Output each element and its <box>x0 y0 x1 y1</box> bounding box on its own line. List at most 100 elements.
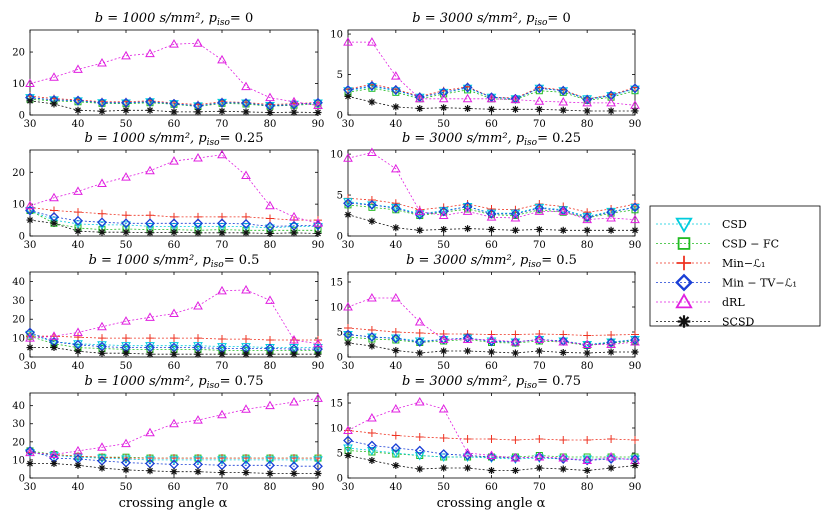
x-tick-label: 80 <box>581 482 594 493</box>
data-point-csd <box>121 99 131 109</box>
series-line <box>347 297 636 345</box>
data-point-scsd <box>583 226 591 234</box>
data-point-scsd <box>218 229 226 237</box>
data-point-min-tv-l1 <box>630 335 640 345</box>
legend-marker <box>677 237 691 250</box>
panel-7: 30 40 50 60 70 80 90 0 10 20 30 40 b = 1000 s/mm², p… <box>12 374 324 493</box>
series-line <box>347 334 636 346</box>
data-point-min-tv-l1 <box>414 445 425 456</box>
panel-title-sub: iso <box>524 381 537 391</box>
data-point-min-l1 <box>146 211 154 220</box>
series-line <box>29 332 318 350</box>
data-point-scsd <box>583 349 591 357</box>
data-point-drl <box>534 206 545 215</box>
data-point-scsd <box>392 103 400 111</box>
data-point-drl <box>390 292 401 302</box>
data-point-scsd <box>314 469 322 477</box>
x-tick-label: 50 <box>120 240 133 251</box>
data-point-scsd <box>511 226 519 234</box>
y-tick-label: 20 <box>12 48 25 59</box>
y-tick-label: 20 <box>12 315 25 326</box>
y-tick-label: 10 <box>330 303 343 314</box>
data-point-drl <box>145 312 155 321</box>
data-point-drl <box>97 442 107 451</box>
data-point-drl <box>486 93 497 103</box>
data-point-min-tv-l1 <box>217 218 227 229</box>
data-point-drl <box>217 285 227 295</box>
x-tick-label: 40 <box>389 361 402 372</box>
y-tick-label: 10 <box>330 150 343 161</box>
data-point-scsd <box>392 462 400 469</box>
x-tick-label: 30 <box>24 119 37 130</box>
data-point-scsd <box>631 462 639 469</box>
data-point-scsd <box>98 464 106 472</box>
data-point-scsd <box>146 229 154 237</box>
data-point-min-tv-l1 <box>390 84 401 95</box>
series-line <box>347 152 636 221</box>
series-scsd <box>344 211 639 234</box>
x-tick-label: 90 <box>312 361 325 372</box>
data-point-min-l1 <box>290 454 298 463</box>
data-point-csd <box>630 203 640 213</box>
data-point-drl <box>313 393 323 402</box>
data-point-drl <box>25 78 35 88</box>
series-drl <box>343 292 640 348</box>
legend-label: Min−ℒ₁ <box>722 257 765 270</box>
x-tick-label: 70 <box>533 482 546 493</box>
y-tick-label: 0 <box>337 232 343 243</box>
data-point-scsd <box>344 339 352 347</box>
data-point-scsd <box>26 344 34 352</box>
x-tick-label: 40 <box>72 240 85 251</box>
x-tick-label: 50 <box>437 119 450 130</box>
data-point-scsd <box>344 92 352 100</box>
data-point-drl <box>582 339 593 348</box>
panel-title: b = 1000 s/mm², piso= 0 <box>95 11 253 28</box>
data-point-scsd <box>535 105 543 113</box>
data-point-min-l1 <box>415 433 424 441</box>
data-point-drl <box>558 97 569 106</box>
data-point-drl <box>313 100 323 110</box>
data-point-drl <box>606 339 616 348</box>
data-point-min-tv-l1 <box>510 337 521 347</box>
data-point-drl <box>49 449 59 458</box>
data-point-min-tv-l1 <box>558 85 569 96</box>
panel-title-p: p <box>516 131 525 146</box>
panel-title-main: b = 1000 s/mm², <box>89 253 203 268</box>
data-point-csd <box>289 456 299 465</box>
data-point-drl <box>606 212 616 222</box>
data-point-scsd <box>511 467 519 474</box>
series-scsd <box>344 452 639 474</box>
data-point-drl <box>438 210 449 220</box>
data-point-drl <box>265 295 275 304</box>
data-point-drl <box>462 93 473 103</box>
x-tick-label: 30 <box>24 482 37 493</box>
data-point-drl <box>390 71 401 80</box>
legend-marker <box>676 255 692 271</box>
panel-title-p: p <box>202 253 211 268</box>
series-min-tv-l1 <box>343 198 640 223</box>
panel-title-p: p <box>209 11 218 26</box>
x-tick-label: 30 <box>24 240 37 251</box>
panel-1: 30 40 50 60 70 80 90 0 10 20 b = 1000 s/mm², piso=… <box>12 11 324 130</box>
data-point-min-tv-l1 <box>73 215 83 226</box>
data-point-drl <box>390 403 401 413</box>
data-point-scsd <box>368 457 376 464</box>
data-point-drl <box>193 300 203 310</box>
data-point-drl <box>438 334 449 343</box>
legend-label: SCSD <box>722 316 754 329</box>
data-point-scsd <box>368 217 376 225</box>
y-tick-label: 20 <box>12 168 25 179</box>
data-point-min-l1 <box>98 334 106 343</box>
data-point-drl <box>97 178 107 187</box>
panel-title-value: = 0.25 <box>537 131 581 146</box>
data-point-drl <box>241 170 251 179</box>
x-tick-label: 90 <box>629 361 642 372</box>
x-tick-label: 60 <box>168 361 181 372</box>
data-point-scsd <box>170 108 178 116</box>
data-point-min-tv-l1 <box>438 449 449 459</box>
data-point-scsd <box>488 225 495 233</box>
panel-title-sub: iso <box>524 138 537 148</box>
data-point-min-tv-l1 <box>414 337 425 347</box>
data-point-drl <box>121 50 131 60</box>
data-point-csd <box>145 456 155 465</box>
